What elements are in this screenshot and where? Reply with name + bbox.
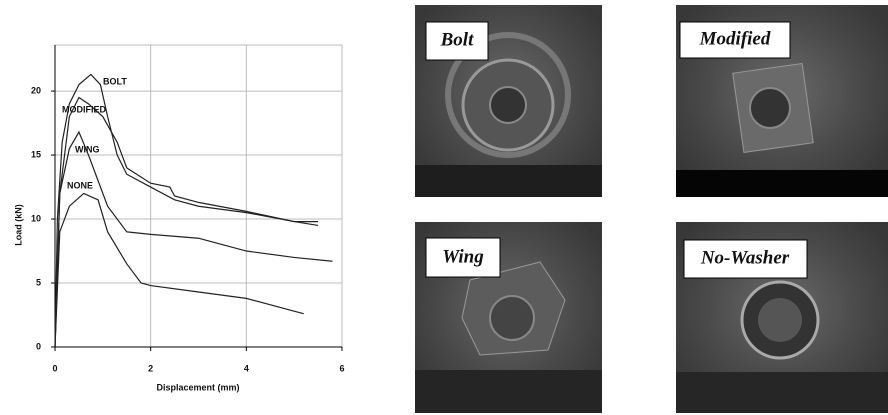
x-tick-label: 0 <box>52 363 57 373</box>
series-line <box>54 73 319 348</box>
y-tick-label: 10 <box>31 213 41 223</box>
series-label: MODIFIED <box>62 104 106 114</box>
photo-label: No-Washer <box>700 247 790 268</box>
x-tick-label: 2 <box>148 363 153 373</box>
photo-no-washer: No-Washer <box>676 222 888 413</box>
y-tick-label: 15 <box>31 149 41 159</box>
series-line <box>54 192 304 348</box>
series-label: BOLT <box>103 76 127 86</box>
y-tick-label: 5 <box>36 277 41 287</box>
photo-label: Wing <box>442 246 484 267</box>
series-line <box>54 96 319 348</box>
series-label: WING <box>75 144 100 154</box>
y-tick-label: 20 <box>31 85 41 95</box>
photo-label: Modified <box>699 28 771 49</box>
photo-bolt: Bolt <box>415 5 602 197</box>
y-axis-label: Load (kN) <box>13 204 23 246</box>
photo-label: Bolt <box>440 29 474 50</box>
x-tick-label: 6 <box>339 363 344 373</box>
x-axis-label: Displacement (mm) <box>156 382 239 392</box>
photo-modified: Modified <box>676 5 888 197</box>
series-line <box>54 130 333 348</box>
series-label: NONE <box>67 180 93 190</box>
photo-wing: Wing <box>415 222 602 413</box>
plot-frame <box>54 44 343 348</box>
x-tick-label: 4 <box>244 363 249 373</box>
y-tick-label: 0 <box>36 341 41 351</box>
